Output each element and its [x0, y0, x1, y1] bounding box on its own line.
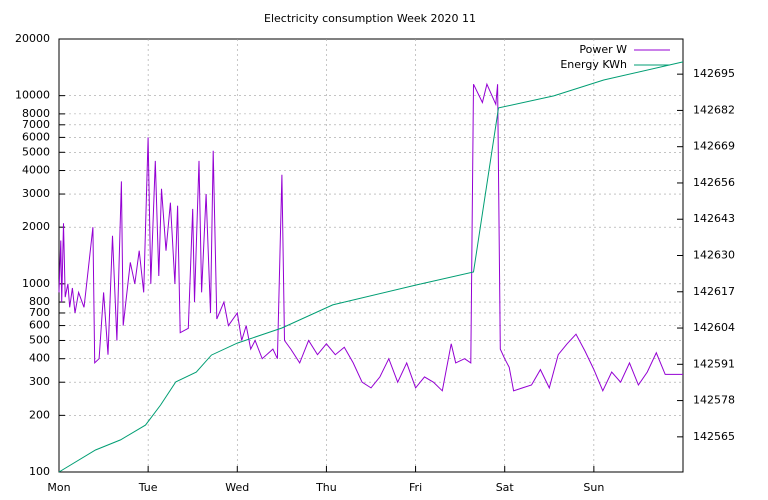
y-tick-label: 400 [29, 352, 50, 365]
y2-tick-label: 142695 [693, 67, 735, 80]
x-tick-label: Sun [583, 481, 604, 494]
y2-tick-label: 142643 [693, 212, 735, 225]
y-tick-label: 600 [29, 319, 50, 332]
legend-label: Energy KWh [560, 58, 627, 71]
x-tick-label: Thu [315, 481, 337, 494]
y-tick-label: 700 [29, 306, 50, 319]
legend-label: Power W [579, 43, 627, 56]
x-tick-label: Sat [496, 481, 515, 494]
y-tick-label: 100 [29, 465, 50, 478]
x-tick-label: Tue [138, 481, 158, 494]
y2-tick-label: 142682 [693, 103, 735, 116]
y-tick-label: 20000 [15, 32, 50, 45]
y-tick-label: 5000 [22, 145, 50, 158]
series-line [58, 61, 684, 473]
y-tick-label: 500 [29, 333, 50, 346]
y-tick-label: 3000 [22, 187, 50, 200]
y-tick-label: 4000 [22, 164, 50, 177]
plot-frame [58, 38, 684, 473]
series-line [58, 82, 683, 393]
y-tick-label: 1000 [22, 277, 50, 290]
y2-tick-label: 142656 [693, 176, 735, 189]
y-tick-label: 300 [29, 375, 50, 388]
y2-tick-label: 142669 [693, 140, 735, 153]
x-tick-label: Mon [47, 481, 70, 494]
y2-tick-label: 142604 [693, 321, 735, 334]
y-tick-label: 800 [29, 295, 50, 308]
y2-tick-label: 142578 [693, 394, 735, 407]
y-tick-label: 6000 [22, 130, 50, 143]
y2-tick-label: 142617 [693, 285, 735, 298]
y-tick-label: 7000 [22, 118, 50, 131]
y-tick-label: 8000 [22, 107, 50, 120]
y2-tick-label: 142630 [693, 249, 735, 262]
y2-tick-label: 142565 [693, 430, 735, 443]
y-tick-label: 10000 [15, 89, 50, 102]
y-tick-label: 2000 [22, 220, 50, 233]
chart-title: Electricity consumption Week 2020 11 [264, 12, 476, 25]
x-tick-label: Wed [225, 481, 249, 494]
y2-tick-label: 142591 [693, 357, 735, 370]
y-tick-label: 200 [29, 408, 50, 421]
x-tick-label: Fri [409, 481, 422, 494]
